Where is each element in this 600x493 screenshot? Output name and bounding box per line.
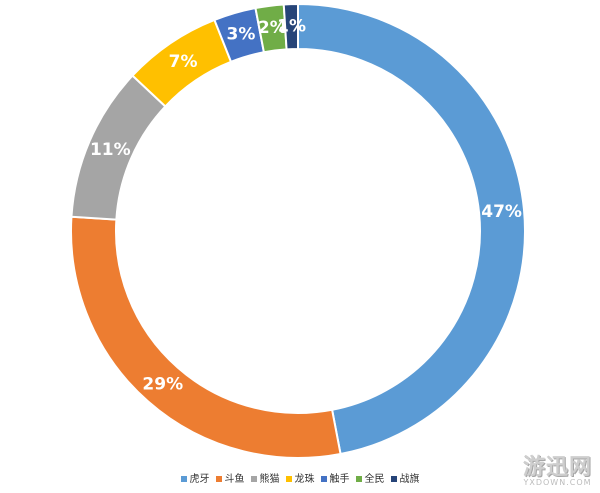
- legend-item-7: 战旗: [390, 470, 420, 485]
- donut-slices: [70, 2, 526, 459]
- legend-swatch-6: [355, 476, 362, 482]
- slice-label-2: 29%: [142, 374, 183, 394]
- legend-item-5: 触手: [320, 470, 350, 485]
- legend-item-6: 全民: [355, 470, 385, 485]
- slice-1: [297, 2, 526, 456]
- legend-item-2: 斗鱼: [215, 470, 245, 485]
- slice-label-5: 3%: [227, 25, 256, 45]
- watermark-sub-text: YXDOWN.COM: [523, 478, 592, 487]
- slice-label-4: 7%: [169, 52, 198, 72]
- legend-label-5: 触手: [329, 474, 350, 485]
- legend-label-6: 全民: [364, 474, 385, 485]
- legend-item-4: 龙珠: [285, 470, 315, 485]
- watermark-logo: 游迅网 YXDOWN.COM: [523, 449, 592, 487]
- legend-swatch-5: [320, 476, 327, 482]
- legend-item-3: 熊猫: [250, 470, 280, 485]
- legend-label-7: 战旗: [399, 474, 420, 485]
- donut-chart-svg: 47% 29% 11% 7% 3% 2%1%: [70, 2, 526, 459]
- watermark-main-text: 游迅网: [522, 455, 592, 480]
- legend-swatch-4: [285, 476, 292, 482]
- legend-label-1: 虎牙: [189, 474, 210, 485]
- legend-label-3: 熊猫: [259, 474, 280, 485]
- legend-label-4: 龙珠: [294, 474, 315, 485]
- slice-label-6: 2%: [258, 18, 287, 38]
- slice-7: [282, 2, 299, 51]
- legend-swatch-2: [215, 476, 222, 482]
- slice-2: [70, 215, 342, 459]
- slice-label-3: 11%: [90, 140, 131, 160]
- legend-swatch-3: [250, 476, 257, 482]
- slice-label-1: 47%: [481, 202, 522, 222]
- slice-labels: 47% 29% 11% 7% 3% 2%1%: [90, 17, 522, 395]
- legend-swatch-1: [180, 476, 187, 482]
- legend-swatch-7: [390, 476, 397, 482]
- legend-item-1: 虎牙: [180, 470, 210, 485]
- slice-label-7: 1%: [277, 17, 306, 37]
- chart-legend: 虎牙 斗鱼 熊猫 龙珠 触手 全民 战旗: [0, 470, 600, 485]
- legend-label-2: 斗鱼: [224, 474, 245, 485]
